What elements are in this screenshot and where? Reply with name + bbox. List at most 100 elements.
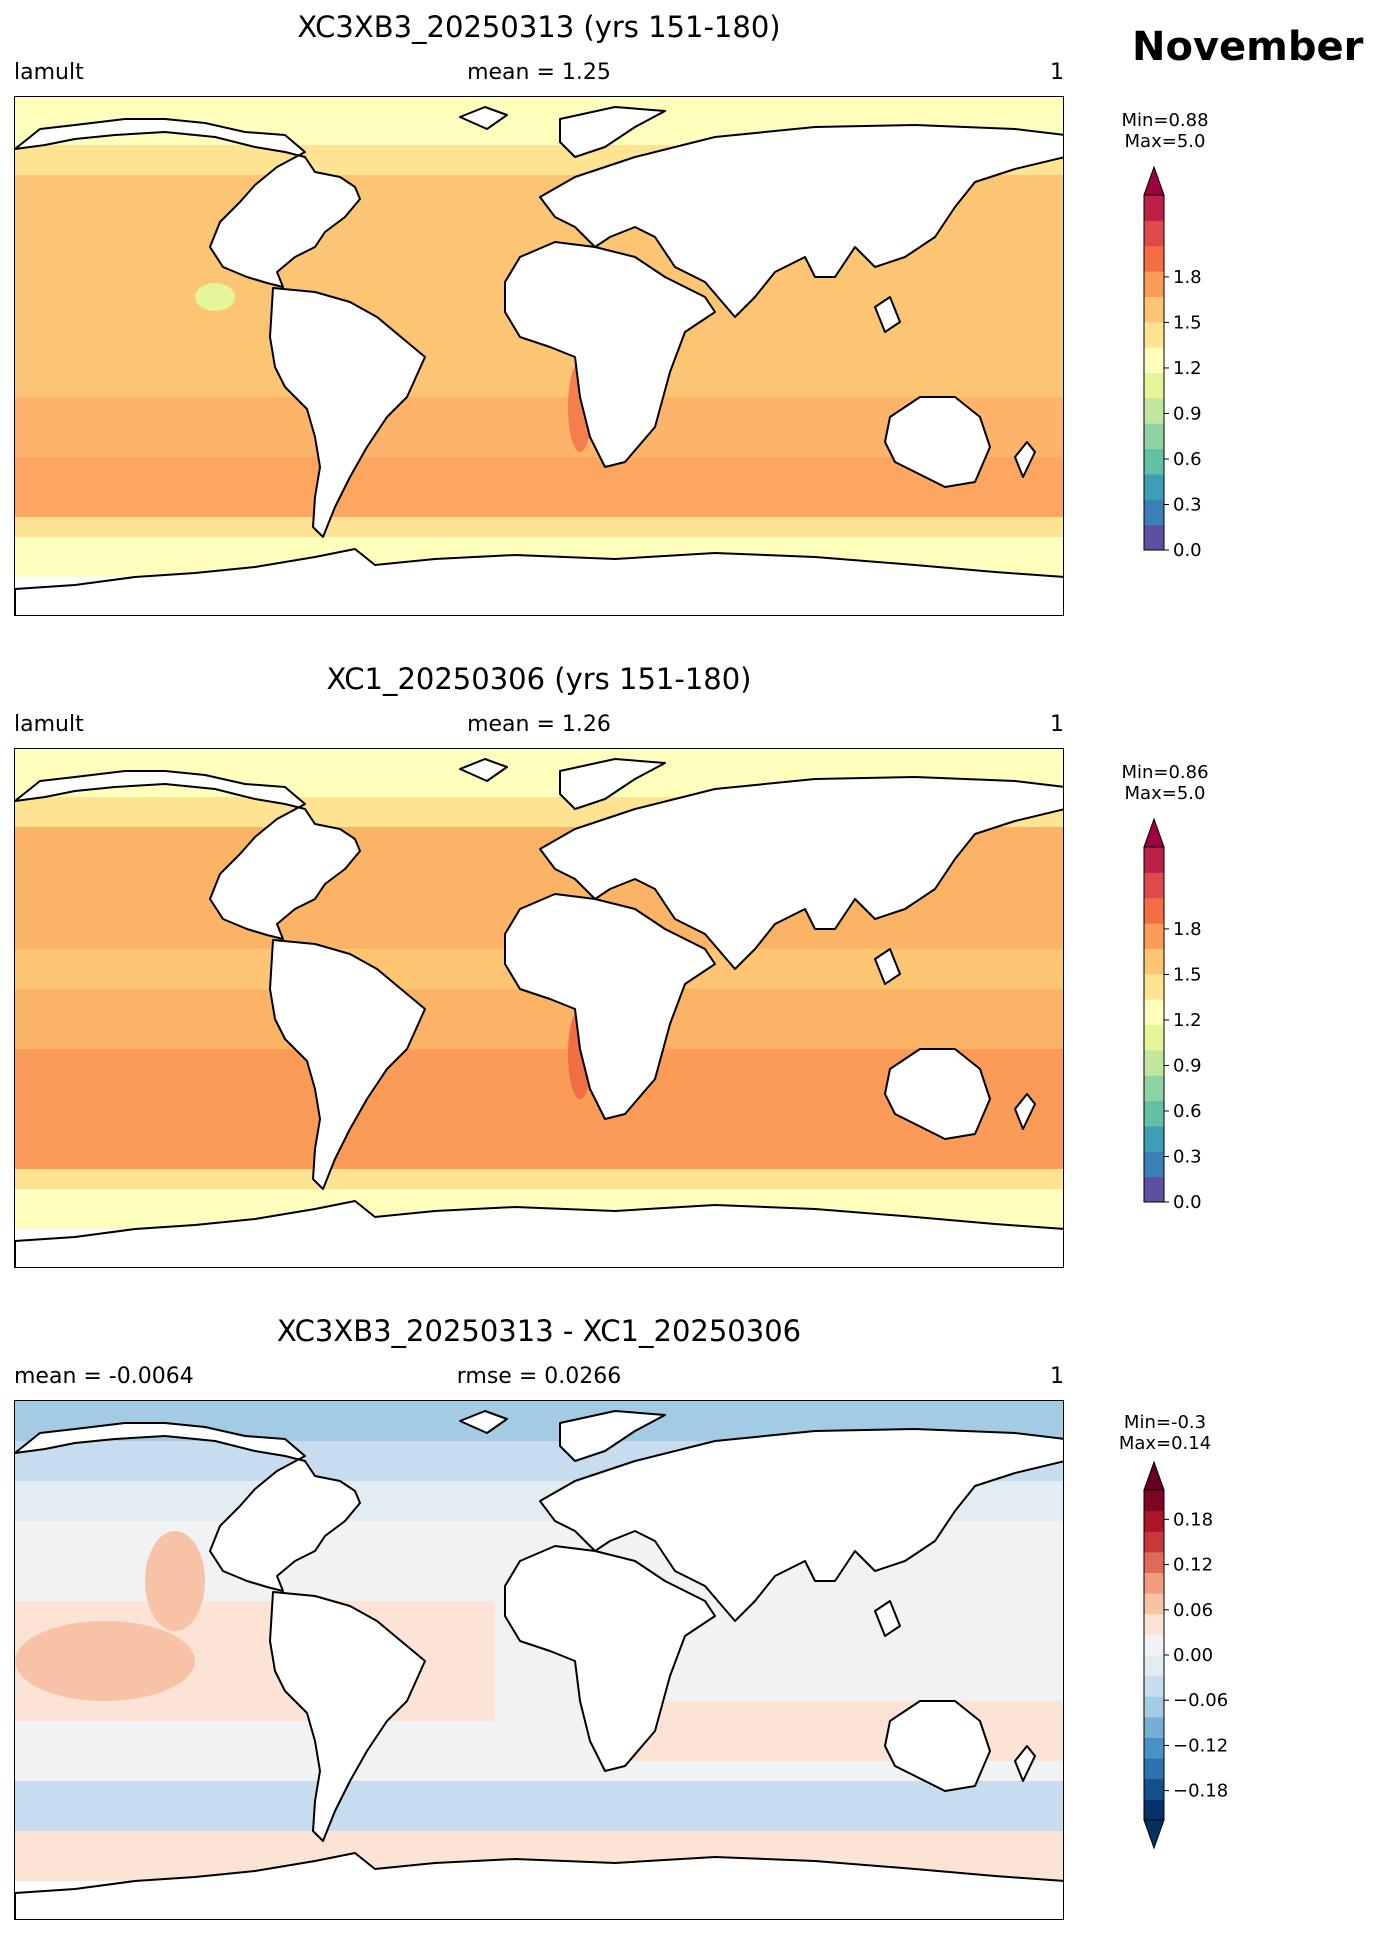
panel-2-map xyxy=(14,748,1064,1268)
panel-1-colorbar-segment xyxy=(1144,473,1164,500)
panel-1-colorbar-tick-label: 1.8 xyxy=(1173,267,1202,288)
panel-3-colorbar-segment xyxy=(1144,1613,1164,1635)
panel-1-colorbar: 0.0 0.3 0.6 0.9 1.2 1.5 1.8 xyxy=(1140,165,1260,565)
panel-2-colorbar-tick-label: 1.2 xyxy=(1173,1010,1202,1031)
panel-3-level-label: 1 xyxy=(1050,1364,1064,1389)
panel-1-land xyxy=(15,106,1063,615)
panel-1-colorbar-segment xyxy=(1144,220,1164,247)
panel-3-southern-cool xyxy=(15,1781,1063,1831)
panel-2-colorbar-min-max: Min=0.86 Max=5.0 xyxy=(1090,762,1240,804)
panel-2-colorbar-segment xyxy=(1144,872,1164,899)
panel-1-colorbar-tick-label: 1.2 xyxy=(1173,358,1202,379)
panel-3-mean-label: mean = -0.0064 xyxy=(14,1364,194,1389)
panel-2-colorbar-segment xyxy=(1144,973,1164,1000)
panel-3-colorbar-min: Min=-0.3 xyxy=(1123,1412,1207,1433)
panel-2-colorbar-segment xyxy=(1144,999,1164,1025)
panel-1-colorbar-frame xyxy=(1143,194,1165,551)
panel-1-colorbar-tick-label: 0.0 xyxy=(1173,540,1202,561)
panel-1-colorbar-segment xyxy=(1144,524,1164,551)
panel-2-colorbar-tick-label: 0.6 xyxy=(1173,1101,1202,1122)
panel-2-colorbar-svg: 0.0 0.3 0.6 0.9 1.2 1.5 1.8 xyxy=(1143,817,1202,1213)
panel-3-colorbar-min-max: Min=-0.3 Max=0.14 xyxy=(1090,1412,1240,1454)
panel-3-rmse-label: rmse = 0.0266 xyxy=(456,1364,622,1389)
panel-1-colorbar-segment xyxy=(1144,448,1164,475)
panel-1-colorbar-segment xyxy=(1144,372,1164,399)
panel-3-colorbar-segment xyxy=(1144,1655,1164,1677)
panel-3-colorbar-tick-label: −0.12 xyxy=(1173,1735,1228,1756)
panel-2-colorbar-frame xyxy=(1143,846,1165,1203)
panel-3-colorbar-segment xyxy=(1144,1572,1164,1594)
month-title: November xyxy=(1132,24,1364,70)
panel-3-title: XC3XB3_20250313 - XC1_20250306 xyxy=(276,1314,802,1348)
panel-2-colorbar-segment xyxy=(1144,923,1164,949)
panel-1-colorbar-tick-label: 0.9 xyxy=(1173,403,1202,424)
panel-2-title: XC1_20250306 (yrs 151-180) xyxy=(326,662,752,696)
panel-1-colorbar-segment xyxy=(1144,271,1164,297)
panel-1-colorbar-segment xyxy=(1144,423,1164,450)
panel-1-colorbar-extend-max xyxy=(1143,165,1165,196)
panel-3-colorbar-extend-min xyxy=(1143,1819,1165,1850)
panel-1-colorbar-segment xyxy=(1144,245,1164,272)
panel-1-title: XC3XB3_20250313 (yrs 151-180) xyxy=(297,10,781,44)
panel-2-colorbar-tick-label: 1.8 xyxy=(1173,919,1202,940)
panel-2-colorbar-min: Min=0.86 xyxy=(1121,762,1209,783)
panel-3-colorbar-segment xyxy=(1144,1696,1164,1718)
panel-3-california-warm xyxy=(145,1531,205,1631)
panel-3-map xyxy=(14,1400,1064,1920)
panel-2-colorbar-segment xyxy=(1144,1075,1164,1102)
panel-1-colorbar-segment xyxy=(1144,195,1164,221)
panel-3-colorbar-segment xyxy=(1144,1675,1164,1697)
panel-2-land xyxy=(15,758,1063,1267)
panel-1-colorbar-svg: 0.0 0.3 0.6 0.9 1.2 1.5 1.8 xyxy=(1143,165,1202,561)
panel-2-colorbar-tick-label: 0.0 xyxy=(1173,1192,1202,1213)
panel-3-land xyxy=(15,1410,1063,1919)
panel-1-southern-band-2 xyxy=(15,457,1063,517)
panel-3-colorbar-segment xyxy=(1144,1531,1164,1553)
panel-3-colorbar-segment xyxy=(1144,1716,1164,1738)
panel-3-colorbar-segment xyxy=(1144,1551,1164,1573)
panel-1-level-label: 1 xyxy=(1050,60,1064,85)
panel-1-colorbar-max: Max=5.0 xyxy=(1124,131,1206,152)
panel-3-colorbar-tick-label: 0.06 xyxy=(1173,1600,1213,1621)
panel-2-map-svg xyxy=(15,749,1063,1267)
panel-1-colorbar-segment xyxy=(1144,321,1164,348)
panel-1-colorbar-min-max: Min=0.88 Max=5.0 xyxy=(1090,110,1240,152)
panel-3-colorbar-segment xyxy=(1144,1737,1164,1759)
panel-3-colorbar: −0.18 −0.12 −0.06 0.00 0.06 0.12 0.18 xyxy=(1140,1460,1260,1860)
panel-3-colorbar-segment xyxy=(1144,1799,1164,1821)
panel-2-variable-label: lamult xyxy=(14,712,84,737)
panel-3-colorbar-tick-label: 0.12 xyxy=(1173,1555,1213,1576)
panel-3-colorbar-segment xyxy=(1144,1490,1164,1512)
panel-2-mean-label: mean = 1.26 xyxy=(467,712,611,737)
panel-3-colorbar-segment xyxy=(1144,1778,1164,1800)
panel-2-colorbar: 0.0 0.3 0.6 0.9 1.2 1.5 1.8 xyxy=(1140,817,1260,1217)
panel-2-southern-band xyxy=(15,1049,1063,1169)
panel-2-colorbar-segment xyxy=(1144,948,1164,975)
panel-1-map xyxy=(14,96,1064,616)
panel-2-colorbar-tick-label: 1.5 xyxy=(1173,964,1202,985)
panel-1-colorbar-segment xyxy=(1144,296,1164,323)
panel-3-colorbar-tick-label: 0.00 xyxy=(1173,1645,1213,1666)
panel-1-colorbar-segment xyxy=(1144,347,1164,373)
panel-3-colorbar-tick-label: −0.06 xyxy=(1173,1690,1228,1711)
panel-1-map-svg xyxy=(15,97,1063,615)
panel-2-colorbar-tick-label: 0.9 xyxy=(1173,1055,1202,1076)
panel-1-colorbar-segment xyxy=(1144,499,1164,526)
panel-3-colorbar-segment xyxy=(1144,1510,1164,1532)
panel-2-colorbar-segment xyxy=(1144,1024,1164,1051)
panel-1-mean-label: mean = 1.25 xyxy=(467,60,611,85)
panel-3-colorbar-tick-label: −0.18 xyxy=(1173,1781,1228,1802)
panel-1-colorbar-tick-label: 1.5 xyxy=(1173,312,1202,333)
panel-2-colorbar-segment xyxy=(1144,1151,1164,1178)
panel-2-colorbar-segment xyxy=(1144,1125,1164,1152)
panel-2-colorbar-max: Max=5.0 xyxy=(1124,783,1206,804)
panel-2-colorbar-extend-max xyxy=(1143,817,1165,848)
panel-3-colorbar-extend-max xyxy=(1143,1460,1165,1491)
panel-1-colorbar-tick-label: 0.6 xyxy=(1173,449,1202,470)
panel-1-colorbar-min: Min=0.88 xyxy=(1121,110,1209,131)
panel-3-colorbar-segment xyxy=(1144,1593,1164,1615)
panel-2-colorbar-segment xyxy=(1144,847,1164,873)
panel-3-colorbar-segment xyxy=(1144,1634,1164,1656)
panel-2-colorbar-segment xyxy=(1144,1049,1164,1076)
panel-1-variable-label: lamult xyxy=(14,60,84,85)
